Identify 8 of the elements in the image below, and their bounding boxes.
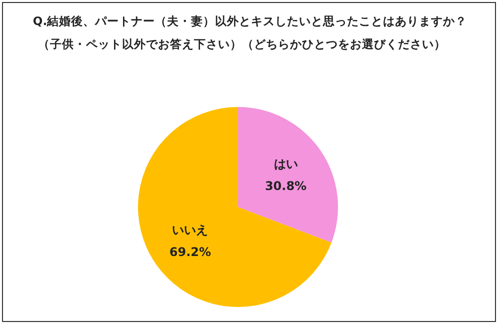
- pie-slice: [238, 107, 338, 243]
- chart-title: Q.結婚後、パートナー（夫・妻）以外とキスしたいと思ったことはありますか？: [32, 14, 468, 29]
- data-label: 30.8%: [264, 179, 307, 194]
- slice-label: いいえ: [172, 222, 208, 237]
- pie-slice: [138, 107, 332, 307]
- chart-subtitle: （子供・ペット以外でお答え下さい）（どちらかひとつをお選びください）: [38, 37, 447, 52]
- slice-label: はい: [274, 157, 298, 172]
- data-label: 69.2%: [169, 244, 212, 259]
